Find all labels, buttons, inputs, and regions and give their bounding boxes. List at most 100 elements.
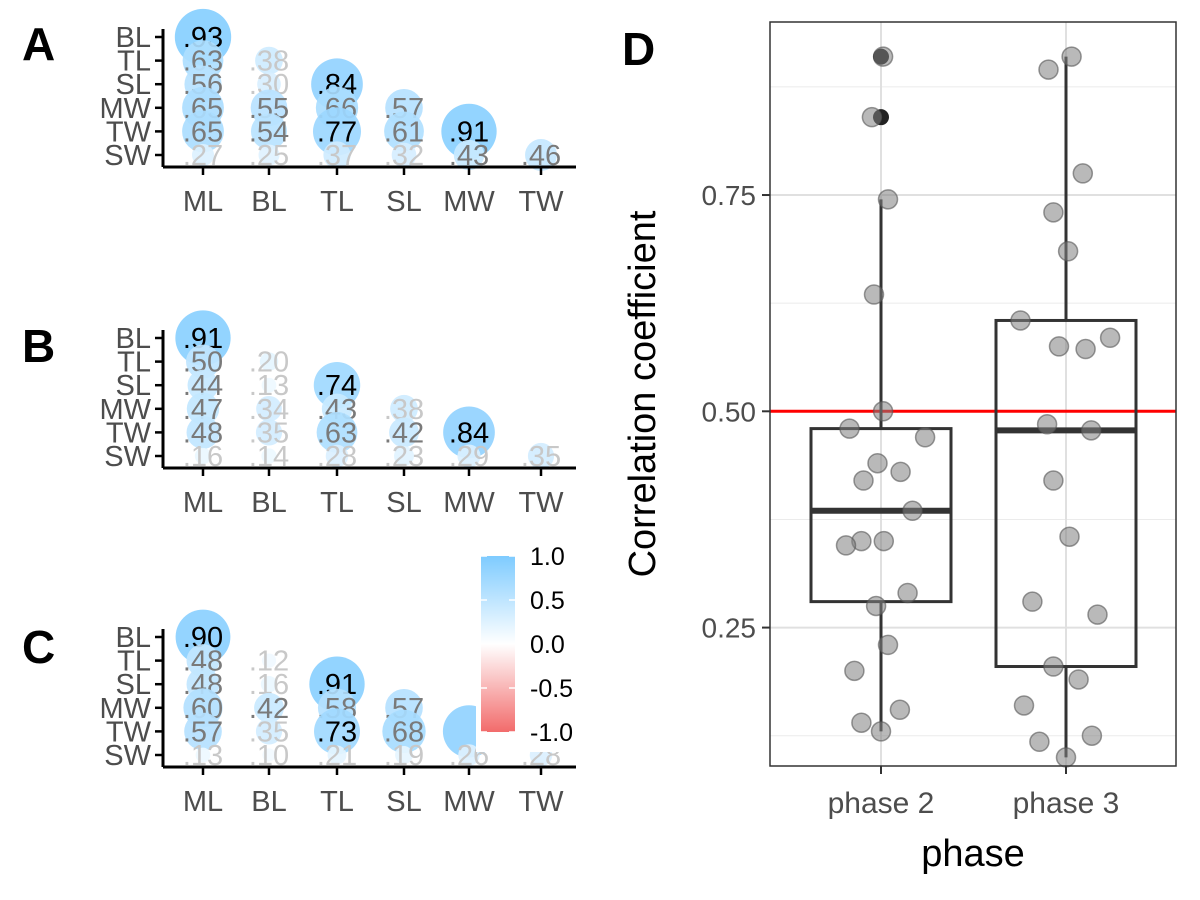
heatmap-panel-b: B .91.50.44.47.48.16.20.13.34.35.14.74.43… <box>22 310 576 519</box>
heatmap-cell-circle <box>262 748 276 762</box>
data-point <box>1043 202 1064 223</box>
box-iqr <box>994 318 1138 669</box>
heatmap-x-tick-label: TL <box>320 786 354 818</box>
data-point <box>1080 420 1102 441</box>
data-point <box>867 452 888 474</box>
data-point <box>1036 414 1058 435</box>
data-point <box>1059 526 1080 547</box>
heatmap-cell-circle <box>194 447 212 465</box>
data-point <box>1043 470 1064 491</box>
heatmap-cell-circle <box>261 377 277 393</box>
heatmap-cell-circle <box>175 609 231 665</box>
heatmap-cell-label: .48 <box>183 417 223 449</box>
data-point <box>861 106 883 128</box>
plot-border <box>769 21 1177 767</box>
panel-label-a: A <box>22 18 55 70</box>
data-point <box>1068 669 1089 690</box>
data-point <box>872 46 894 67</box>
heatmap-x-tick-label: ML <box>183 186 223 218</box>
heatmap-y-tick-label: MW <box>99 93 151 125</box>
data-point <box>1038 59 1059 80</box>
panel-label-c: C <box>22 621 55 673</box>
panel-label-b: B <box>22 320 55 372</box>
heatmap-y-tick-label: MW <box>99 693 151 725</box>
y-tick-label: 0.50 <box>702 396 757 427</box>
heatmap-cell-circle <box>250 113 288 150</box>
heatmap-y-tick-label: TL <box>117 46 151 78</box>
data-point <box>1057 241 1079 262</box>
data-point <box>914 427 936 448</box>
heatmap-cell-circle <box>195 747 211 763</box>
heatmap-y-tick-label: TL <box>117 646 151 678</box>
heatmap-y-tick-label: SL <box>116 669 151 701</box>
colorbar-tick-label: 1.0 <box>530 543 565 571</box>
colorbar-tick-label: -0.5 <box>530 675 573 703</box>
heatmap-x-tick-label: ML <box>183 487 223 519</box>
heatmap-cell-circle <box>182 110 224 153</box>
heatmap-cell-circle <box>312 107 362 156</box>
heatmap-cell-circle <box>527 442 555 470</box>
x-axis-title: phase <box>921 833 1025 875</box>
heatmap-x-tick-label: SL <box>386 487 421 519</box>
heatmap-cell-label: .35 <box>249 716 289 748</box>
heatmap-y-tick-label: TW <box>106 716 152 748</box>
heatmap-cell-circle <box>261 448 277 464</box>
heatmap-panel-a: A.93.63.56.65.65.27.38.30.55.54.25.84.66… <box>22 8 576 218</box>
data-point <box>1081 725 1103 746</box>
y-axis-title: Correlation coefficient <box>622 210 664 577</box>
heatmap-x-tick-label: SL <box>386 786 421 818</box>
heatmap-cell-circle <box>441 103 497 160</box>
heatmap-cell-label: .38 <box>249 46 289 78</box>
heatmap-y-tick-label: SW <box>104 140 151 172</box>
heatmap-cell-label: .54 <box>249 116 289 148</box>
heatmap-x-tick-label: MW <box>443 186 495 218</box>
colorbar-tick-label: 0.0 <box>530 631 565 659</box>
data-point <box>1048 336 1070 357</box>
heatmap-x-tick-label: BL <box>251 786 286 818</box>
heatmap-cell-circle <box>191 143 215 167</box>
heatmap-cell-circle <box>261 653 277 668</box>
heatmap-cell-circle <box>327 745 347 765</box>
data-point <box>902 500 923 522</box>
heatmap-cell-circle <box>259 352 279 371</box>
data-point <box>844 660 865 682</box>
heatmap-cell-circle <box>394 446 414 466</box>
heatmap-x-tick-label: TL <box>320 487 354 519</box>
data-point <box>1043 656 1064 677</box>
heatmap-cell-label: .63 <box>317 417 357 449</box>
data-point <box>1055 747 1077 768</box>
data-point <box>1075 338 1096 360</box>
heatmap-cell-circle <box>186 644 220 678</box>
heatmap-cell-label: .57 <box>183 716 223 748</box>
data-point <box>1087 604 1108 625</box>
heatmap-x-tick-label: MW <box>443 786 495 818</box>
heatmap-cell-label: .73 <box>317 716 357 748</box>
data-point <box>870 721 892 742</box>
heatmap-cell-circle <box>257 72 281 96</box>
data-point <box>889 699 911 721</box>
heatmap-y-tick-label: TL <box>117 347 151 379</box>
heatmap-x-tick-label: TW <box>518 487 564 519</box>
data-point <box>1013 695 1035 716</box>
heatmap-cell-circle <box>395 746 413 764</box>
heatmap-x-tick-label: TW <box>518 786 564 818</box>
heatmap-y-tick-label: MW <box>99 394 151 426</box>
data-point <box>1099 327 1121 349</box>
heatmap-cell-circle <box>258 144 280 166</box>
data-point <box>853 470 874 491</box>
heatmap-x-tick-label: SL <box>386 186 421 218</box>
heatmap-cell-circle <box>457 444 481 468</box>
heatmap-cell-circle <box>316 412 358 453</box>
correlation-heatmaps: A.93.63.56.65.65.27.38.30.55.54.25.84.66… <box>22 8 576 818</box>
heatmap-cell-circle <box>260 676 278 693</box>
heatmap-x-tick-label: MW <box>443 487 495 519</box>
heatmap-cell-circle <box>323 141 351 169</box>
data-point <box>1061 46 1082 67</box>
heatmap-x-tick-label: ML <box>183 786 223 818</box>
heatmap-cell-circle <box>313 361 361 409</box>
panel-label-d: D <box>622 23 655 75</box>
data-point <box>897 582 918 604</box>
heatmap-cell-label: .35 <box>249 417 289 449</box>
heatmap-cell-circle <box>525 139 557 171</box>
